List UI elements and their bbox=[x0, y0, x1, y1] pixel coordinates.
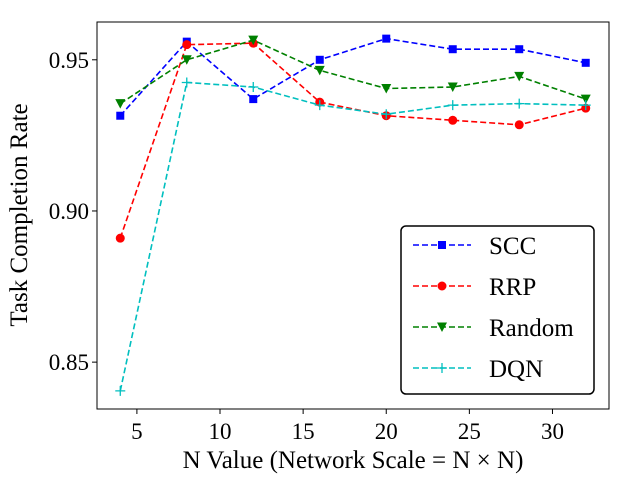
data-point bbox=[447, 100, 458, 111]
data-point bbox=[382, 34, 391, 43]
series-line bbox=[119, 42, 586, 239]
legend-item: RRP bbox=[413, 274, 536, 301]
legend-marker bbox=[437, 281, 447, 291]
legend-box bbox=[400, 225, 595, 395]
legend-label: SCC bbox=[489, 233, 536, 260]
data-point bbox=[580, 100, 591, 111]
plot-frame bbox=[96, 21, 610, 410]
data-point bbox=[181, 77, 192, 88]
legend-item: SCC bbox=[413, 233, 536, 260]
legend-marker bbox=[437, 322, 447, 332]
data-point bbox=[248, 35, 259, 46]
y-tick-label: 0.85 bbox=[49, 350, 89, 375]
series-dqn bbox=[115, 77, 591, 396]
data-point bbox=[115, 385, 126, 396]
legend-item: DQN bbox=[413, 356, 543, 383]
data-point bbox=[181, 55, 192, 65]
data-point bbox=[116, 111, 125, 120]
data-point bbox=[315, 55, 324, 64]
series-line bbox=[119, 39, 586, 105]
data-point bbox=[249, 95, 258, 104]
y-axis-label: Task Completion Rate bbox=[6, 103, 33, 326]
data-point bbox=[314, 65, 325, 76]
series-rrp bbox=[115, 38, 591, 243]
data-point bbox=[514, 71, 525, 82]
data-point bbox=[515, 45, 524, 54]
data-point bbox=[115, 233, 125, 243]
data-point bbox=[115, 99, 126, 109]
x-axis-label: N Value (Network Scale = N × N) bbox=[183, 447, 524, 474]
data-point bbox=[381, 84, 392, 94]
data-point bbox=[580, 94, 591, 105]
data-point bbox=[248, 82, 259, 93]
data-point bbox=[447, 82, 458, 93]
data-point bbox=[581, 58, 590, 67]
data-point bbox=[448, 115, 458, 125]
series-line bbox=[119, 81, 586, 392]
x-tick-label: 15 bbox=[292, 419, 315, 444]
x-tick-label: 30 bbox=[541, 419, 564, 444]
legend-marker bbox=[438, 241, 446, 249]
y-tick-label: 0.95 bbox=[49, 48, 89, 73]
data-point bbox=[514, 120, 524, 130]
legend-label: Random bbox=[489, 315, 574, 342]
series-line bbox=[119, 37, 586, 117]
x-tick-label: 20 bbox=[375, 419, 398, 444]
data-point bbox=[381, 109, 392, 120]
x-tick-label: 5 bbox=[131, 419, 143, 444]
legend-label: DQN bbox=[489, 356, 543, 383]
legend: SCC RRP Random DQN bbox=[400, 225, 595, 395]
series-random bbox=[115, 35, 591, 109]
data-point bbox=[314, 100, 325, 111]
legend-marker bbox=[437, 363, 447, 373]
y-tick-label: 0.90 bbox=[49, 199, 89, 224]
x-tick-label: 25 bbox=[458, 419, 481, 444]
legend-item: Random bbox=[413, 315, 574, 342]
data-point bbox=[448, 45, 457, 54]
data-point bbox=[182, 40, 192, 50]
data-point bbox=[514, 98, 525, 109]
x-tick-label: 10 bbox=[209, 419, 232, 444]
legend-label: RRP bbox=[489, 274, 536, 301]
